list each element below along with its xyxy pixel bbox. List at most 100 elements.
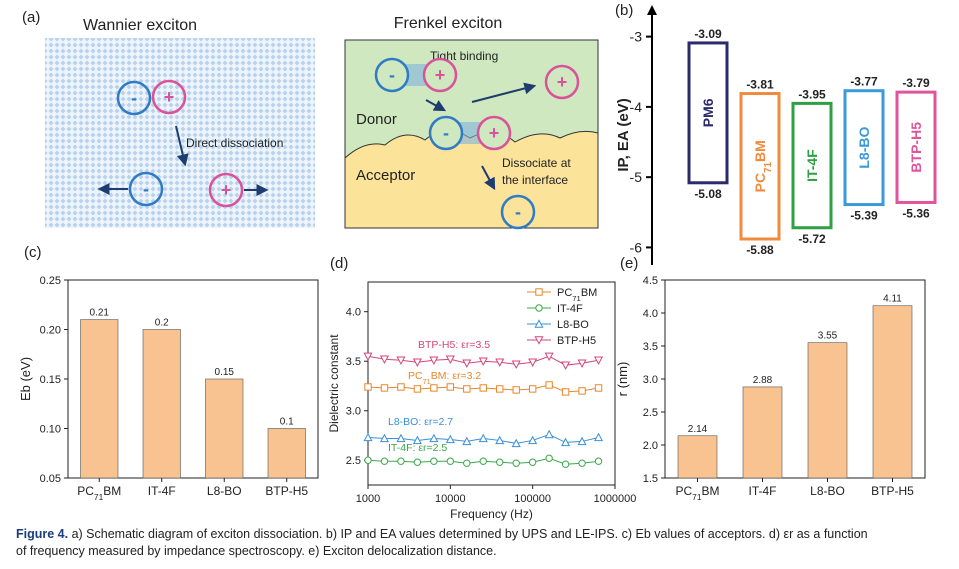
y-axis-label: IP, EA (eV) (615, 98, 632, 171)
value-label: -3.77 (850, 75, 878, 89)
charge: - (389, 65, 395, 85)
value-label: 2.14 (688, 424, 708, 435)
marker (413, 385, 422, 393)
marker (479, 384, 487, 392)
marker (534, 319, 544, 328)
value-label: -3.09 (694, 27, 722, 41)
y-axis-label: Dielectric constant (327, 334, 341, 433)
caption-line: of frequency measured by impedance spect… (16, 544, 497, 558)
x-tick-label: IT-4F (748, 484, 776, 498)
bar (267, 428, 306, 479)
marker (363, 352, 373, 362)
schematic-title: Frenkel exciton (394, 15, 503, 32)
marker (446, 457, 455, 465)
hole (544, 64, 580, 100)
legend-label: BTP-H5 (557, 335, 596, 347)
electron (374, 57, 410, 93)
value-label: 4.11 (883, 294, 902, 305)
x-tick-label: IT-4F (148, 484, 176, 498)
value-label: -5.72 (798, 232, 826, 246)
marker (528, 458, 537, 466)
caption-text: a) Schematic diagram of exciton dissocia… (72, 527, 868, 541)
marker (430, 384, 438, 392)
annotation: Direct dissociation (186, 136, 283, 150)
annotation: Dissociate at (502, 156, 571, 170)
marker (445, 355, 455, 364)
marker (511, 360, 521, 369)
marker (561, 437, 571, 447)
box-label: IT-4F (804, 149, 820, 182)
charge: - (143, 179, 149, 199)
marker (363, 432, 373, 442)
caption-label: Figure 4. (16, 527, 68, 541)
y-tick-label: 0.10 (40, 424, 61, 436)
marker (535, 288, 543, 296)
y-tick-label: 4.5 (643, 275, 658, 287)
x-tick-label: 100000 (514, 493, 551, 505)
y-tick-label: 4.0 (643, 308, 658, 320)
value-label: -3.81 (746, 78, 774, 92)
electron (128, 171, 164, 207)
y-tick-label: 1.5 (643, 473, 658, 485)
marker (364, 383, 372, 391)
x-axis-label: Frequency (Hz) (450, 507, 533, 521)
hole (208, 172, 244, 208)
marker (462, 359, 472, 368)
y-tick-label: 2.5 (346, 455, 361, 467)
marker (478, 357, 488, 366)
schematic-title: Wannier exciton (83, 17, 197, 34)
y-tick-label: 3.0 (346, 406, 361, 418)
y-tick-label: 0.05 (40, 473, 61, 485)
legend-label: IT-4F (557, 303, 583, 315)
panel-label: (d) (330, 255, 348, 272)
energy-box (895, 90, 937, 204)
bar (807, 342, 848, 479)
marker (561, 460, 570, 468)
charge: + (489, 123, 500, 143)
marker (593, 432, 604, 442)
annotation: BTP-H5: εr=3.5 (418, 339, 490, 351)
annotation: L8-BO: εr=2.7 (388, 416, 453, 428)
y-tick-label: 2.5 (643, 407, 658, 419)
marker (496, 385, 504, 393)
marker (446, 383, 455, 391)
hole (151, 79, 187, 115)
marker (544, 352, 554, 362)
marker (561, 388, 570, 396)
value-label: -3.95 (798, 87, 826, 101)
bar (142, 329, 181, 479)
axis-arrow (647, 5, 657, 15)
marker (512, 386, 520, 394)
marker (577, 436, 587, 446)
hole (422, 57, 458, 93)
value-label: -5.08 (694, 187, 722, 201)
marker (594, 384, 603, 392)
marker (429, 356, 439, 365)
hole (476, 115, 512, 151)
bar (742, 386, 783, 479)
marker (577, 359, 587, 368)
marker (593, 356, 604, 365)
value-label: 0.2 (155, 318, 169, 329)
electron (428, 115, 464, 151)
energy-box (739, 92, 781, 241)
value-label: 3.55 (818, 331, 838, 342)
x-tick-label: BTP-H5 (871, 484, 914, 498)
x-tick-label: L8-BO (810, 484, 845, 498)
marker (462, 436, 472, 446)
annotation: PC71BM: εr=3.2 (408, 370, 481, 386)
charge: + (557, 72, 568, 92)
arrow (471, 82, 537, 103)
marker (478, 433, 488, 443)
x-tick-label: BTP-H5 (265, 484, 308, 498)
marker (578, 459, 586, 467)
bar (677, 435, 718, 479)
legend-label: L8-BO (557, 319, 589, 331)
marker (545, 381, 553, 389)
marker (379, 433, 390, 443)
value-label: 0.21 (90, 308, 110, 319)
y-axis-label: Eb (eV) (18, 357, 33, 401)
value-label: -3.79 (902, 76, 930, 90)
y-tick-label: 4.0 (346, 307, 361, 319)
marker (512, 459, 520, 467)
